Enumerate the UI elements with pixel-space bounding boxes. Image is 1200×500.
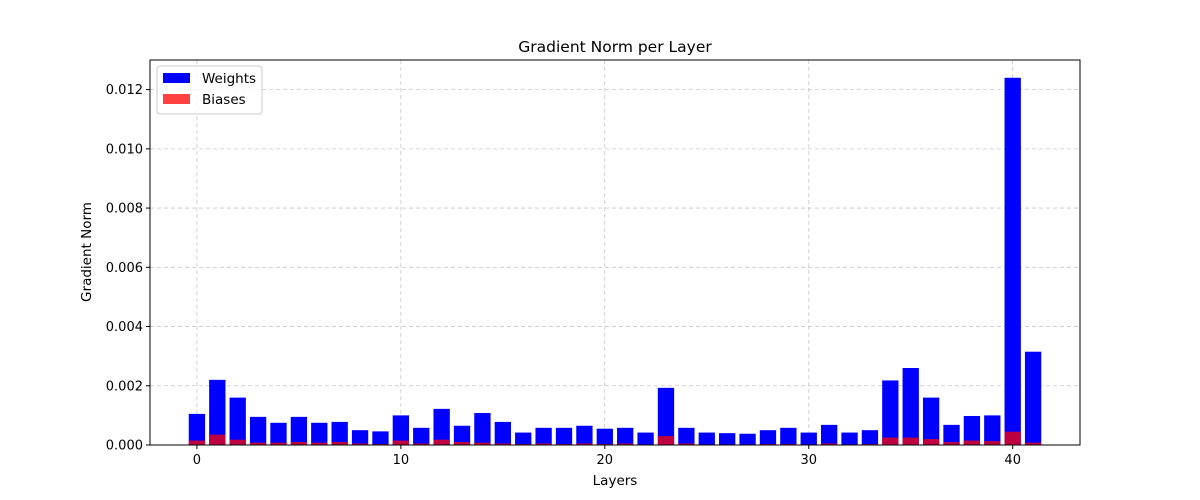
y-tick-label: 0.012: [106, 83, 143, 98]
y-tick-label: 0.006: [106, 261, 143, 276]
biases-bar: [474, 442, 491, 445]
weights-bar: [678, 427, 695, 445]
weights-bar: [555, 427, 573, 445]
y-axis-ticks: 0.000 0.002 0.004 0.006 0.008 0.010 0.012: [106, 83, 150, 454]
legend-swatch-weights: [163, 73, 190, 83]
weights-bar: [535, 427, 552, 445]
biases-bar: [413, 443, 430, 445]
weights-bar: [453, 425, 471, 445]
weights-bar: [820, 424, 838, 445]
x-tick-label: 20: [597, 453, 614, 468]
weights-bar: [841, 432, 858, 445]
biases-bar: [1004, 431, 1021, 445]
weights-bars: [188, 77, 1042, 446]
x-tick-label: 0: [193, 453, 201, 468]
weights-bar: [290, 416, 308, 445]
weights-bar: [637, 432, 654, 445]
weights-bar: [433, 408, 450, 445]
biases-bar: [943, 442, 960, 445]
biases-bar: [209, 434, 226, 445]
weights-bar: [861, 430, 879, 445]
biases-bar: [229, 439, 246, 445]
y-tick-label: 0.000: [106, 439, 143, 454]
weights-bar: [331, 421, 348, 445]
biases-bar: [535, 443, 552, 445]
weights-bar: [596, 428, 613, 445]
weights-bar: [739, 433, 756, 445]
y-axis-label: Gradient Norm: [79, 202, 95, 302]
weights-bar: [249, 416, 267, 445]
biases-bar: [188, 440, 206, 445]
biases-bar: [453, 442, 471, 445]
x-tick-label: 10: [393, 453, 410, 468]
biases-bar: [270, 442, 287, 445]
weights-bar: [984, 415, 1001, 445]
legend-swatch-biases: [163, 94, 190, 104]
biases-bar: [311, 442, 328, 445]
biases-bar: [392, 440, 410, 445]
y-tick-label: 0.010: [106, 142, 143, 157]
y-tick-label: 0.002: [106, 379, 143, 394]
weights-bar: [209, 379, 226, 445]
biases-bar: [657, 436, 675, 445]
weights-bar: [1004, 77, 1021, 446]
biases-bar: [494, 443, 511, 445]
weights-bar: [392, 415, 410, 445]
weights-bar: [1024, 351, 1042, 445]
biases-bar: [576, 443, 593, 445]
biases-bar: [678, 443, 695, 445]
biases-bar: [922, 439, 940, 445]
weights-bar: [902, 368, 919, 445]
biases-bar: [1024, 442, 1042, 445]
biases-bar: [331, 442, 348, 445]
biases-bar: [963, 440, 981, 445]
biases-bar: [351, 443, 369, 445]
weights-bar: [474, 413, 491, 445]
weights-bar: [698, 432, 715, 445]
biases-bar: [617, 443, 634, 445]
weights-bar: [963, 415, 981, 445]
weights-bar: [617, 427, 634, 445]
grid-lines: [150, 60, 1080, 445]
biases-bar: [433, 439, 450, 445]
weights-bar: [800, 432, 817, 445]
weights-bar: [780, 427, 797, 445]
weights-bar: [188, 413, 206, 445]
chart-title: Gradient Norm per Layer: [518, 38, 712, 56]
biases-bar: [882, 437, 899, 445]
biases-bar: [902, 437, 919, 445]
weights-bar: [413, 427, 430, 445]
plot-frame: [149, 59, 1081, 446]
legend-label-weights: Weights: [202, 71, 256, 87]
y-tick-label: 0.004: [106, 320, 143, 335]
weights-bar: [882, 380, 899, 445]
weights-bar: [270, 422, 287, 445]
weights-bar: [719, 433, 736, 445]
weights-bar: [515, 432, 532, 445]
weights-bar: [372, 431, 389, 445]
biases-bar: [984, 441, 1001, 445]
weights-bar: [494, 421, 511, 445]
biases-bar: [249, 442, 267, 445]
weights-bar: [759, 430, 777, 445]
legend: Weights Biases: [156, 65, 263, 115]
weights-bar: [351, 430, 369, 445]
weights-bar: [311, 422, 328, 445]
biases-bar: [290, 442, 308, 445]
weights-bar: [229, 397, 246, 445]
x-axis-ticks: 0 10 20 30 40: [193, 445, 1021, 468]
x-tick-label: 40: [1004, 453, 1021, 468]
weights-bar: [576, 425, 593, 445]
weights-bar: [657, 387, 675, 445]
legend-label-biases: Biases: [202, 92, 246, 108]
x-tick-label: 30: [800, 453, 817, 468]
weights-bar: [922, 397, 940, 445]
x-axis-label: Layers: [593, 473, 638, 489]
weights-bar: [943, 424, 960, 445]
biases-bar: [820, 443, 838, 445]
y-tick-label: 0.008: [106, 202, 143, 217]
